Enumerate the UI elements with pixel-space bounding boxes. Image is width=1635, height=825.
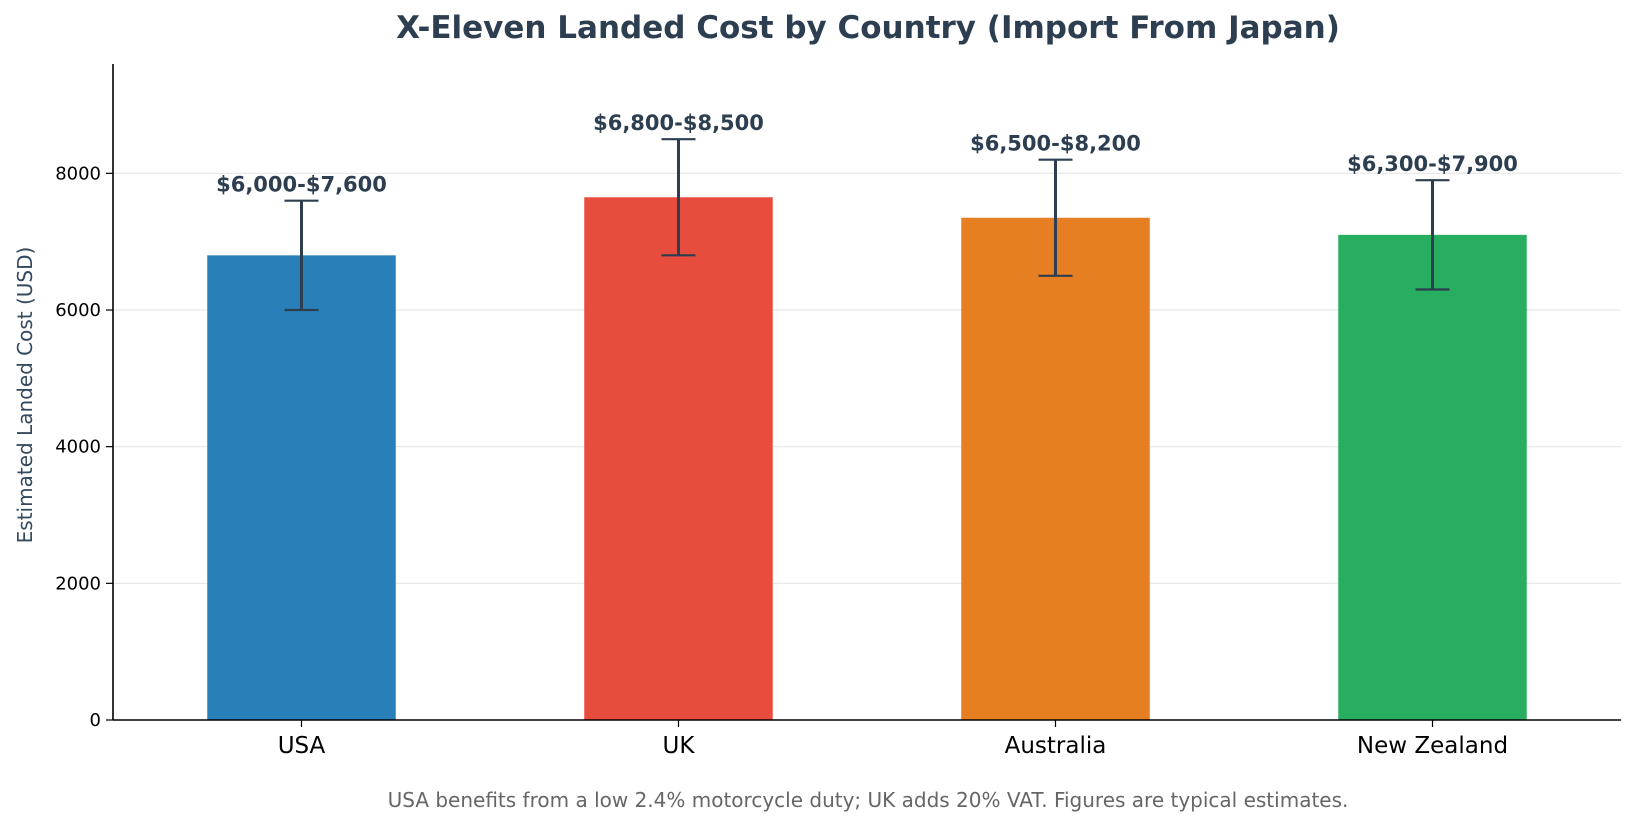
data-label: $6,800-$8,500 xyxy=(593,111,764,135)
bar-usa xyxy=(207,255,396,721)
x-tick-label: UK xyxy=(663,733,696,759)
bar-australia xyxy=(961,217,1150,720)
data-label: $6,500-$8,200 xyxy=(970,132,1141,156)
chart-footnote: USA benefits from a low 2.4% motorcycle … xyxy=(388,788,1349,812)
data-label: $6,300-$7,900 xyxy=(1347,152,1518,176)
y-tick-label: 6000 xyxy=(55,300,101,321)
bar-uk xyxy=(584,197,773,720)
bar-new-zealand xyxy=(1338,234,1527,721)
data-label: $6,000-$7,600 xyxy=(216,173,387,197)
y-tick-label: 4000 xyxy=(55,437,101,458)
y-tick-label: 8000 xyxy=(55,163,101,184)
x-tick-label: New Zealand xyxy=(1357,733,1508,759)
y-tick-label: 0 xyxy=(90,710,101,731)
y-axis-label: Estimated Landed Cost (USD) xyxy=(13,247,37,544)
x-tick-label: USA xyxy=(278,733,326,759)
error-bars xyxy=(284,138,1450,312)
chart-title: X-Eleven Landed Cost by Country (Import … xyxy=(396,10,1340,46)
y-tick-label: 2000 xyxy=(55,573,101,594)
axes: 0 2000 4000 6000 8000 USA UK Australia New Zeala… xyxy=(55,64,1621,759)
data-labels: $6,000-$7,600 $6,800-$8,500 $6,500-$8,200 $… xyxy=(216,111,1518,197)
x-tick-label: Australia xyxy=(1005,733,1107,759)
bars xyxy=(207,197,1527,721)
